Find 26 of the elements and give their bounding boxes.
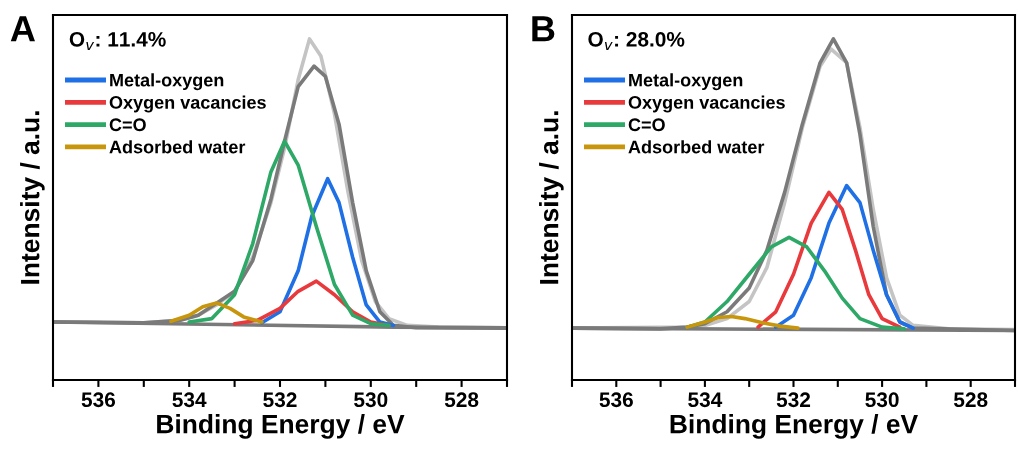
legend-label: Oxygen vacancies <box>628 95 785 113</box>
x-tick-label: 536 <box>599 392 633 408</box>
x-tick-label: 528 <box>953 392 988 408</box>
x-tick-label: 532 <box>263 392 297 408</box>
x-tick-label: 536 <box>81 392 116 408</box>
legend-label: Metal-oxygen <box>629 73 743 91</box>
y-axis-title: Intensity / a.u. <box>539 111 564 284</box>
legend-label: C=O <box>109 118 146 132</box>
x-tick-label: 528 <box>444 392 479 408</box>
chart-title: B <box>532 16 555 42</box>
x-tick-label: 534 <box>688 392 723 408</box>
legend-label: Metal-oxygen <box>110 73 224 91</box>
annotation: O$_{v}$: 28.0% <box>588 31 685 50</box>
x-tick-label: 530 <box>354 392 388 408</box>
y-axis-title: Intensity / a.u. <box>20 111 45 284</box>
legend-label: Adsorbed water <box>109 140 246 154</box>
chart-title: A <box>10 16 35 42</box>
legend-label: Adsorbed water <box>628 140 765 154</box>
x-axis-title: Binding Energy / eV <box>670 414 918 439</box>
x-axis-title: Binding Energy / eV <box>157 414 405 439</box>
annotation: O$_{v}$: 11.4% <box>69 31 166 50</box>
legend-label: C=O <box>628 118 665 132</box>
x-tick-label: 532 <box>776 392 811 408</box>
x-tick-label: 530 <box>865 392 899 408</box>
legend-label: Oxygen vacancies <box>109 95 266 113</box>
x-tick-label: 534 <box>172 392 207 408</box>
